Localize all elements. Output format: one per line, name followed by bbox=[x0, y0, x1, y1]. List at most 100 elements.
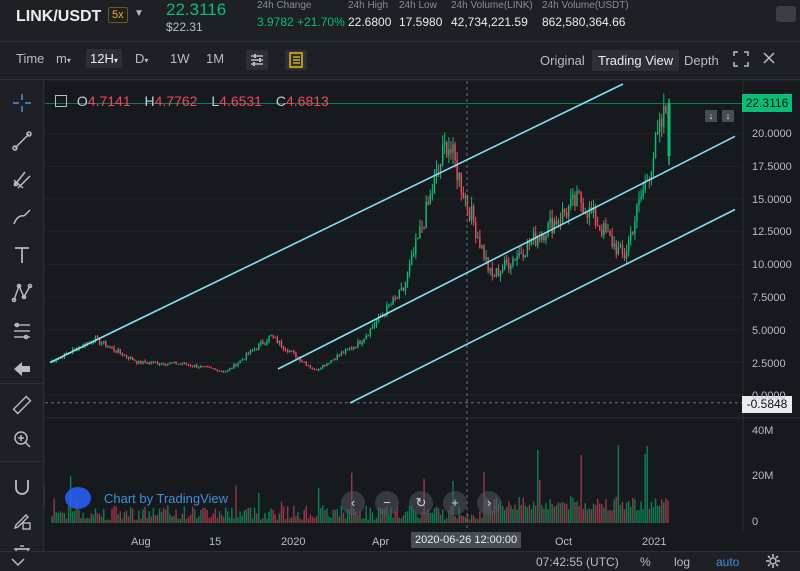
volume-bar bbox=[605, 499, 607, 523]
collapse-legend-icon[interactable] bbox=[55, 95, 67, 107]
brush-icon[interactable] bbox=[8, 203, 36, 231]
zoom-out-icon[interactable]: − bbox=[375, 491, 399, 515]
text-icon[interactable] bbox=[8, 241, 36, 269]
volume-bar bbox=[458, 506, 460, 523]
chevron-down-icon[interactable] bbox=[10, 555, 26, 571]
view-depth-tab[interactable]: Depth bbox=[684, 53, 719, 68]
candle-body bbox=[462, 192, 465, 198]
candle-body bbox=[65, 352, 68, 354]
pattern-icon[interactable] bbox=[8, 279, 36, 307]
volume-bar bbox=[117, 514, 119, 523]
price-tick: 10.0000 bbox=[752, 259, 792, 271]
candle-body bbox=[656, 131, 659, 135]
volume-bar bbox=[175, 509, 177, 523]
utc-clock[interactable]: 07:42:55 (UTC) bbox=[536, 555, 619, 569]
magnet-icon[interactable] bbox=[8, 473, 36, 501]
scroll-right-icon[interactable]: › bbox=[477, 491, 501, 515]
volume-bar bbox=[541, 505, 543, 523]
stat-label: 24h Volume(LINK) bbox=[451, 0, 533, 11]
crosshair-icon[interactable] bbox=[8, 89, 36, 117]
candle-body bbox=[98, 337, 101, 345]
trend-line-icon[interactable] bbox=[8, 127, 36, 155]
volume-bar bbox=[499, 500, 502, 523]
chart-canvas[interactable]: O4.7141 H4.7762 L4.6531 C4.6813 ↓ ↓ bbox=[45, 81, 800, 571]
volume-bar bbox=[491, 510, 493, 523]
volume-bar bbox=[274, 514, 276, 523]
settings-toggle-icon[interactable] bbox=[776, 6, 796, 22]
minute-interval-dropdown[interactable]: m▾ bbox=[56, 51, 71, 66]
arrow-icon[interactable] bbox=[8, 355, 36, 383]
ohlc-legend: O4.7141 H4.7762 L4.6531 C4.6813 bbox=[55, 93, 339, 109]
candle-body bbox=[237, 362, 239, 366]
candle-body bbox=[61, 356, 64, 358]
volume-bar bbox=[456, 518, 458, 523]
pitchfork-icon[interactable] bbox=[8, 165, 36, 193]
indicator-list-icon[interactable] bbox=[285, 50, 307, 70]
candle-body bbox=[276, 337, 279, 344]
close-icon[interactable] bbox=[762, 51, 776, 68]
chevron-down-icon[interactable]: ▼ bbox=[134, 8, 144, 19]
candle-body bbox=[152, 361, 155, 364]
candle-body bbox=[543, 234, 545, 241]
candle-body bbox=[522, 253, 524, 258]
volume-bar bbox=[282, 506, 285, 523]
reset-chart-icon[interactable]: ↻ bbox=[409, 491, 433, 515]
fullscreen-icon[interactable] bbox=[733, 51, 749, 70]
candle-body bbox=[344, 348, 347, 354]
lock-draw-icon[interactable] bbox=[8, 507, 36, 535]
candle-body bbox=[365, 335, 367, 339]
candle-body bbox=[266, 341, 268, 345]
view-original-tab[interactable]: Original bbox=[540, 53, 585, 68]
volume-bar bbox=[481, 517, 483, 523]
log-scale-toggle[interactable]: log bbox=[674, 555, 691, 569]
volume-bar bbox=[570, 496, 572, 523]
time-label[interactable]: Time bbox=[16, 51, 45, 66]
candle-body bbox=[636, 204, 638, 222]
volume-bar bbox=[644, 453, 646, 523]
candle-body bbox=[619, 245, 622, 247]
zoom-in-button-icon[interactable]: + bbox=[443, 491, 467, 515]
leverage-badge[interactable]: 5x bbox=[108, 7, 128, 23]
candle-body bbox=[187, 364, 190, 366]
candle-body bbox=[588, 207, 591, 218]
scroll-left-icon[interactable]: ‹ bbox=[341, 491, 365, 515]
candle-body bbox=[642, 189, 644, 197]
arrow-down-icon[interactable]: ↓ bbox=[705, 110, 717, 122]
candle-body bbox=[650, 171, 653, 180]
zoom-in-icon[interactable] bbox=[8, 425, 36, 453]
volume-bar bbox=[291, 517, 293, 523]
percent-scale-toggle[interactable]: % bbox=[640, 555, 651, 569]
volume-bar bbox=[243, 510, 245, 523]
view-tradingview-tab[interactable]: Trading View bbox=[592, 50, 680, 71]
volume-bar bbox=[406, 511, 409, 523]
ruler-icon[interactable] bbox=[8, 391, 36, 419]
volume-bar bbox=[255, 513, 258, 523]
candle-body bbox=[189, 365, 192, 367]
candle-body bbox=[520, 252, 522, 254]
last-price: 22.3116 bbox=[166, 0, 227, 19]
open-label: O bbox=[76, 93, 88, 109]
candle-body bbox=[282, 346, 285, 349]
volume-bar bbox=[396, 507, 398, 523]
high-value: 4.7762 bbox=[154, 93, 198, 109]
arrow-down-icon[interactable]: ↓ bbox=[722, 110, 734, 122]
week-interval-button[interactable]: 1W bbox=[170, 51, 190, 66]
volume-bar bbox=[375, 517, 378, 523]
day-label: D bbox=[135, 51, 145, 66]
measure-icon[interactable] bbox=[8, 317, 36, 345]
auto-scale-toggle[interactable]: auto bbox=[716, 555, 740, 569]
candle-body bbox=[421, 226, 423, 228]
candle-body bbox=[446, 142, 448, 156]
interval-12h-dropdown[interactable]: 12H▾ bbox=[86, 49, 122, 68]
candle-body bbox=[119, 349, 121, 354]
gear-icon[interactable] bbox=[765, 553, 781, 571]
candle-body bbox=[165, 364, 167, 366]
tradingview-watermark[interactable]: Chart by TradingView bbox=[104, 491, 229, 506]
month-interval-button[interactable]: 1M bbox=[206, 51, 225, 66]
day-interval-dropdown[interactable]: D▾ bbox=[135, 51, 148, 66]
pair-selector[interactable]: LINK/USDT bbox=[16, 8, 102, 25]
candle-body bbox=[441, 144, 444, 165]
volume-bar bbox=[506, 507, 508, 523]
indicator-settings-icon[interactable] bbox=[246, 50, 268, 70]
candle-body bbox=[53, 361, 55, 363]
